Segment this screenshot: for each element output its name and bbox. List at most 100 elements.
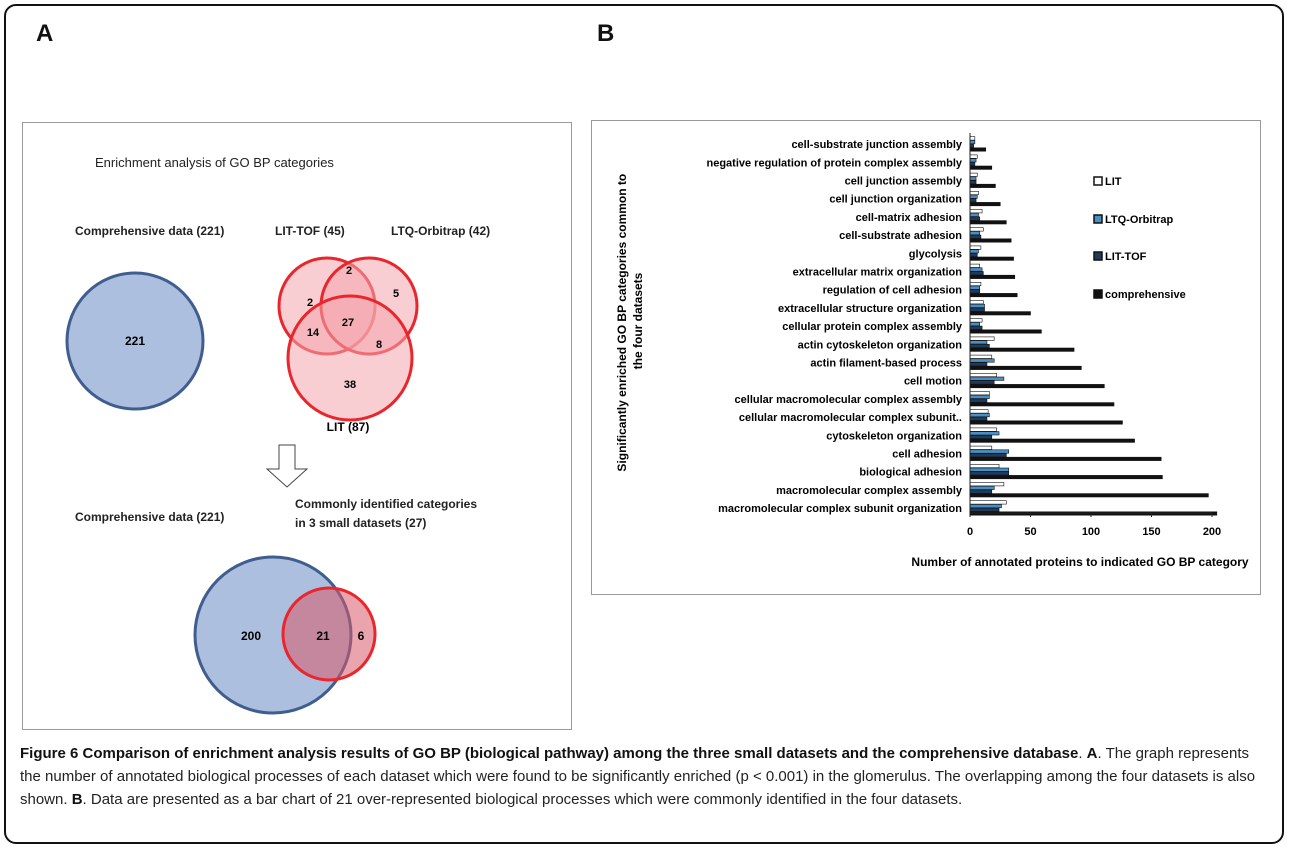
comprehensive-circle [65,271,205,411]
bar-comprehensive [969,183,996,188]
bar-comprehensive [969,293,1018,298]
bar-ltq-orbitrap [969,194,978,199]
bar-lit [969,300,984,305]
bar-lit-tof [969,416,988,421]
caption-part-b-text: . Data are presented as a bar chart of 2… [82,791,963,808]
bar-lit [969,282,982,287]
bar-lit [969,209,983,214]
bar-ltq-orbitrap [969,322,980,327]
bottom-comprehensive-label: Comprehensive data (221) [75,510,224,524]
bar-lit [969,318,983,323]
x-tick-label: 0 [967,526,973,538]
category-label: cell-substrate junction assembly [791,139,962,151]
bar-ltq-orbitrap [969,176,977,181]
legend-label: LTQ-Orbitrap [1105,214,1174,226]
legend-swatch [1093,289,1103,299]
legend: LIT LTQ-Orbitrap LIT-TOF comprehensive [1093,176,1186,301]
category-label: cell-substrate adhesion [839,230,962,242]
bar-lit-tof [969,180,977,185]
venn-panel: Enrichment analysis of GO BP categories … [22,122,572,730]
bar-lit-tof [969,271,984,276]
venn-region-ltq-only: 5 [393,288,399,300]
caption-part-a-letter: A [1086,745,1098,762]
category-label: negative regulation of protein complex a… [706,157,962,169]
bar-lit-tof [969,216,980,221]
bar-comprehensive [969,311,1031,316]
bar-comprehensive [969,274,1016,279]
venn-region-tof-ltq: 2 [346,265,352,277]
x-tick-label: 100 [1082,526,1100,538]
bar-lit [969,263,980,268]
bar-lit-tof [969,489,993,494]
legend-label: comprehensive [1105,289,1186,301]
bar-comprehensive [969,438,1135,443]
bar-ltq-orbitrap [969,249,979,254]
venn-title: Enrichment analysis of GO BP categories [95,155,334,170]
category-labels: cell-substrate junction assembly negative… [706,139,962,515]
bottom-small-label-2: in 3 small datasets (27) [295,516,426,530]
panel-b-letter: B [597,20,615,47]
category-label: glycolysis [909,248,962,260]
bar-lit-tof [969,453,1007,458]
category-label: cell junction organization [829,194,962,206]
x-tick-label: 50 [1024,526,1036,538]
bottom-overlap: 21 [316,629,330,643]
bar-lit [969,427,997,432]
bar-ltq-orbitrap [969,212,979,217]
bar-lit-tof [969,253,978,258]
comprehensive-label: Comprehensive data (221) [75,224,224,238]
legend-label: LIT [1105,176,1122,188]
bar-lit-tof [969,289,980,294]
bar-lit-tof [969,434,993,439]
bar-ltq-orbitrap [969,340,988,345]
category-label: cytoskeleton organization [826,430,962,442]
bar-lit [969,409,989,414]
bar-comprehensive [969,147,987,152]
bar-ltq-orbitrap [969,467,1010,472]
legend-swatch [1093,251,1103,261]
bar-comprehensive [969,238,1012,243]
bar-comprehensive [969,384,1105,389]
three-set-venn [277,256,419,422]
category-label: actin filament-based process [810,358,962,370]
category-label: cell adhesion [892,449,962,461]
category-label: macromolecular complex subunit organizat… [718,503,962,515]
legend-label: LIT-TOF [1105,251,1147,263]
bar-ltq-orbitrap [969,504,1002,509]
bar-lit-tof [969,143,974,148]
bar-lit [969,445,993,450]
caption-title: Figure 6 Comparison of enrichment analys… [20,745,1079,762]
bar-ltq-orbitrap [969,158,977,163]
legend-swatch [1093,176,1103,186]
comprehensive-value: 221 [125,334,145,348]
bar-lit [969,154,978,159]
bar-comprehensive [969,329,1042,334]
caption-part-b-letter: B [71,791,83,808]
bottom-small-label-1: Commonly identified categories [295,497,477,511]
bar-ltq-orbitrap [969,358,995,363]
bottom-comprehensive-only: 200 [241,629,261,643]
bar-lit-tof [969,161,976,166]
x-tick-label: 150 [1142,526,1160,538]
bar-lit-tof [969,507,1000,512]
bar-lit-tof [969,362,988,367]
panel-a-letter: A [36,20,54,47]
bar-comprehensive [969,475,1163,480]
category-label: cellular protein complex assembly [782,321,963,333]
venn-diagram: Enrichment analysis of GO BP categories … [65,155,490,715]
legend-swatch [1093,214,1103,224]
bar-comprehensive [969,493,1209,498]
bar-comprehensive [969,456,1162,461]
venn-region-tof-lit: 14 [307,327,320,339]
category-label: cell motion [904,376,962,388]
bar-comprehensive [969,202,1001,207]
bar-lit [969,391,990,396]
bar-lit-tof [969,198,977,203]
bar-ltq-orbitrap [969,140,976,145]
bar-lit [969,354,993,359]
bar-ltq-orbitrap [969,376,1005,381]
category-label: extracellular matrix organization [793,267,963,279]
bar-chart-panel: cell-substrate junction assembly negative… [591,120,1261,595]
category-label: macromolecular complex assembly [776,485,963,497]
category-label: cellular macromolecular complex subunit.… [739,412,962,424]
